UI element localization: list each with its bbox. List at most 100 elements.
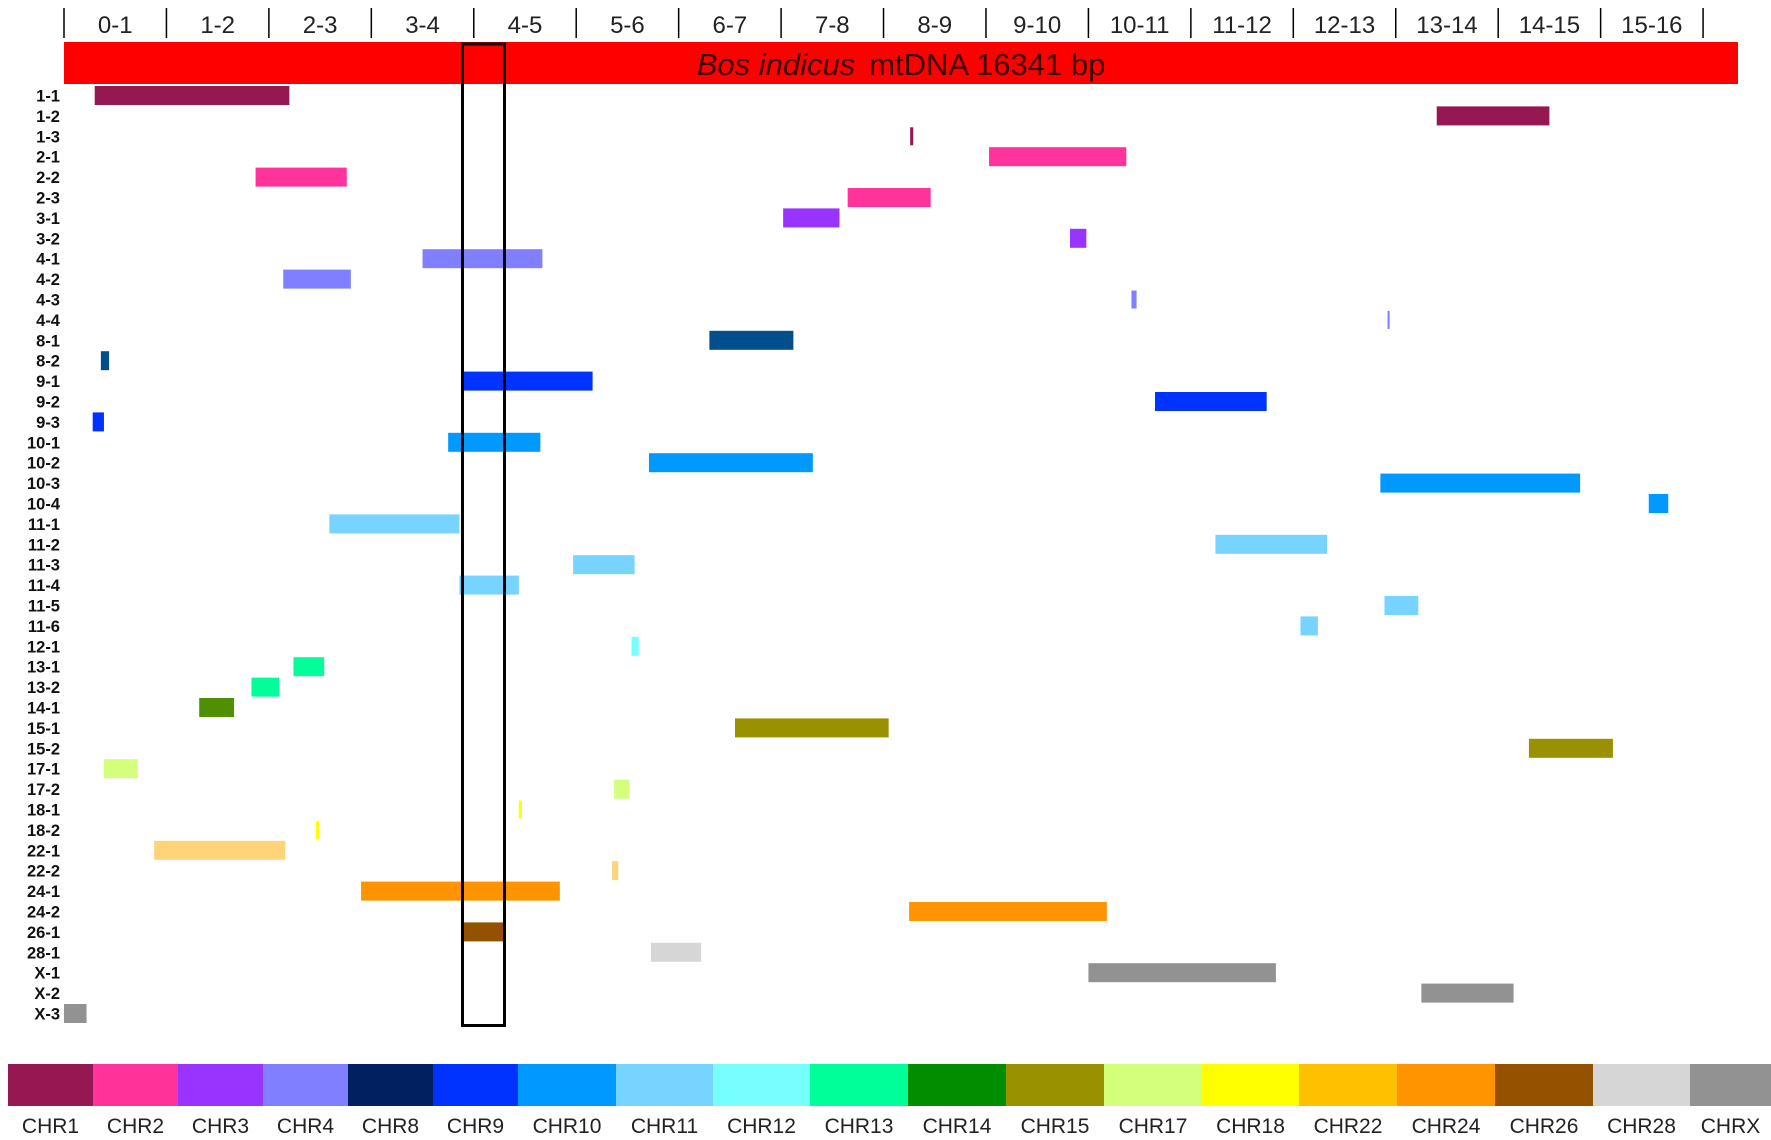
row-label: 14-1	[27, 700, 60, 718]
legend-swatch	[518, 1064, 617, 1106]
legend-label: CHR2	[107, 1115, 164, 1138]
legend-swatch	[1593, 1064, 1691, 1106]
row-label: 11-2	[28, 536, 60, 554]
row-label: X-1	[34, 965, 60, 983]
ruler-label: 9-10	[1013, 12, 1061, 39]
row-label: 28-1	[27, 944, 60, 962]
row-label: 4-4	[36, 312, 61, 330]
numt-segment	[459, 575, 519, 595]
row-label: 11-4	[28, 577, 61, 595]
numt-segment	[1384, 596, 1419, 615]
ruler-label: 11-12	[1212, 12, 1272, 39]
row-label: 1-2	[36, 108, 60, 126]
legend-swatch	[1104, 1064, 1203, 1106]
segment-row-labels: 1-1 1-2 1-3 2-1 2-2 2-3 3-1 3-2 4-1 4-2 4-3 4-4 8-1 8…	[27, 88, 61, 1024]
row-label: 11-5	[28, 598, 60, 616]
numt-segment	[283, 269, 351, 289]
numt-segment	[650, 942, 702, 962]
row-label: 10-4	[27, 496, 61, 514]
ruler-label: 8-9	[917, 12, 952, 39]
row-label: 3-2	[36, 230, 60, 248]
numt-segment	[1069, 228, 1087, 248]
row-label: 4-2	[36, 271, 60, 289]
row-label: X-2	[34, 985, 60, 1003]
legend-label: CHR1	[22, 1115, 79, 1138]
row-label: X-3	[34, 1006, 60, 1024]
numt-segment	[448, 432, 541, 452]
numt-segment	[462, 922, 505, 942]
legend-label: CHR8	[362, 1115, 419, 1138]
legend-swatch	[1397, 1064, 1496, 1106]
legend-swatch	[93, 1064, 179, 1106]
row-label: 18-2	[27, 822, 60, 840]
row-label: 9-2	[36, 394, 60, 412]
ruler-label: 6-7	[713, 12, 748, 39]
species-name: Bos indicus	[697, 47, 856, 82]
row-label: 22-2	[27, 863, 60, 881]
legend-swatch	[1006, 1064, 1105, 1106]
row-label: 2-3	[36, 190, 60, 208]
legend-swatch	[616, 1064, 714, 1106]
legend-swatch	[1495, 1064, 1594, 1106]
numt-segment	[1648, 494, 1669, 513]
ruler-label: 10-11	[1110, 12, 1170, 39]
numt-segment	[1421, 983, 1514, 1003]
row-label: 17-2	[27, 781, 60, 799]
numt-segment	[462, 371, 593, 391]
legend-label: CHR24	[1412, 1115, 1481, 1138]
legend-label: CHR9	[447, 1115, 504, 1138]
numt-segment	[329, 514, 460, 534]
row-label: 4-1	[36, 251, 60, 269]
numt-segment	[989, 147, 1127, 167]
numt-segment	[422, 249, 543, 269]
numt-segment	[251, 677, 280, 697]
ruler-label: 7-8	[815, 12, 850, 39]
row-label: 15-2	[27, 740, 60, 758]
legend-label: CHR11	[631, 1115, 698, 1138]
row-label: 17-1	[27, 761, 60, 779]
numt-segment	[92, 412, 104, 432]
numt-segment	[64, 1004, 87, 1023]
numt-segment	[94, 86, 290, 105]
legend-swatch	[178, 1064, 264, 1106]
legend-label: CHR26	[1510, 1115, 1579, 1138]
numt-segment	[518, 800, 522, 819]
row-label: 13-2	[27, 679, 60, 697]
row-label: 10-3	[27, 475, 60, 493]
ruler-label: 1-2	[200, 12, 235, 39]
legend-label: CHR12	[727, 1115, 796, 1138]
numt-segment	[255, 167, 347, 187]
numt-segment	[100, 351, 110, 371]
numt-segment	[1380, 473, 1581, 493]
row-label: 1-3	[36, 128, 60, 146]
row-label: 18-1	[27, 802, 60, 820]
numt-segment	[1436, 106, 1550, 126]
mtdna-bar	[64, 42, 1738, 84]
row-label: 4-3	[36, 292, 60, 310]
legend-label: CHR4	[277, 1115, 334, 1138]
row-label: 24-1	[27, 883, 60, 901]
row-label: 12-1	[27, 638, 60, 656]
numt-segment	[909, 902, 1107, 921]
ruler-label: 15-16	[1621, 12, 1682, 39]
legend-label: CHR3	[192, 1115, 249, 1138]
row-label: 2-2	[36, 169, 60, 187]
row-label: 22-1	[27, 842, 60, 860]
numt-segment	[316, 820, 320, 839]
numt-segment	[1215, 534, 1328, 554]
row-label: 24-2	[27, 904, 60, 922]
numt-segments	[64, 86, 1669, 1023]
numt-segment	[573, 555, 635, 575]
ruler-label: 14-15	[1519, 12, 1580, 39]
row-label: 10-2	[27, 455, 60, 473]
row-label: 13-1	[27, 659, 60, 677]
legend-swatch	[1202, 1064, 1300, 1106]
row-label: 8-1	[36, 332, 60, 350]
legend-label: CHRX	[1701, 1115, 1761, 1138]
numt-segment	[847, 188, 931, 207]
row-label: 15-1	[27, 720, 60, 738]
ruler-label: 5-6	[610, 12, 645, 39]
legend-swatch	[1690, 1064, 1771, 1106]
mtdna-genome-bar: Bos indicus mtDNA 16341 bp	[64, 42, 1738, 84]
